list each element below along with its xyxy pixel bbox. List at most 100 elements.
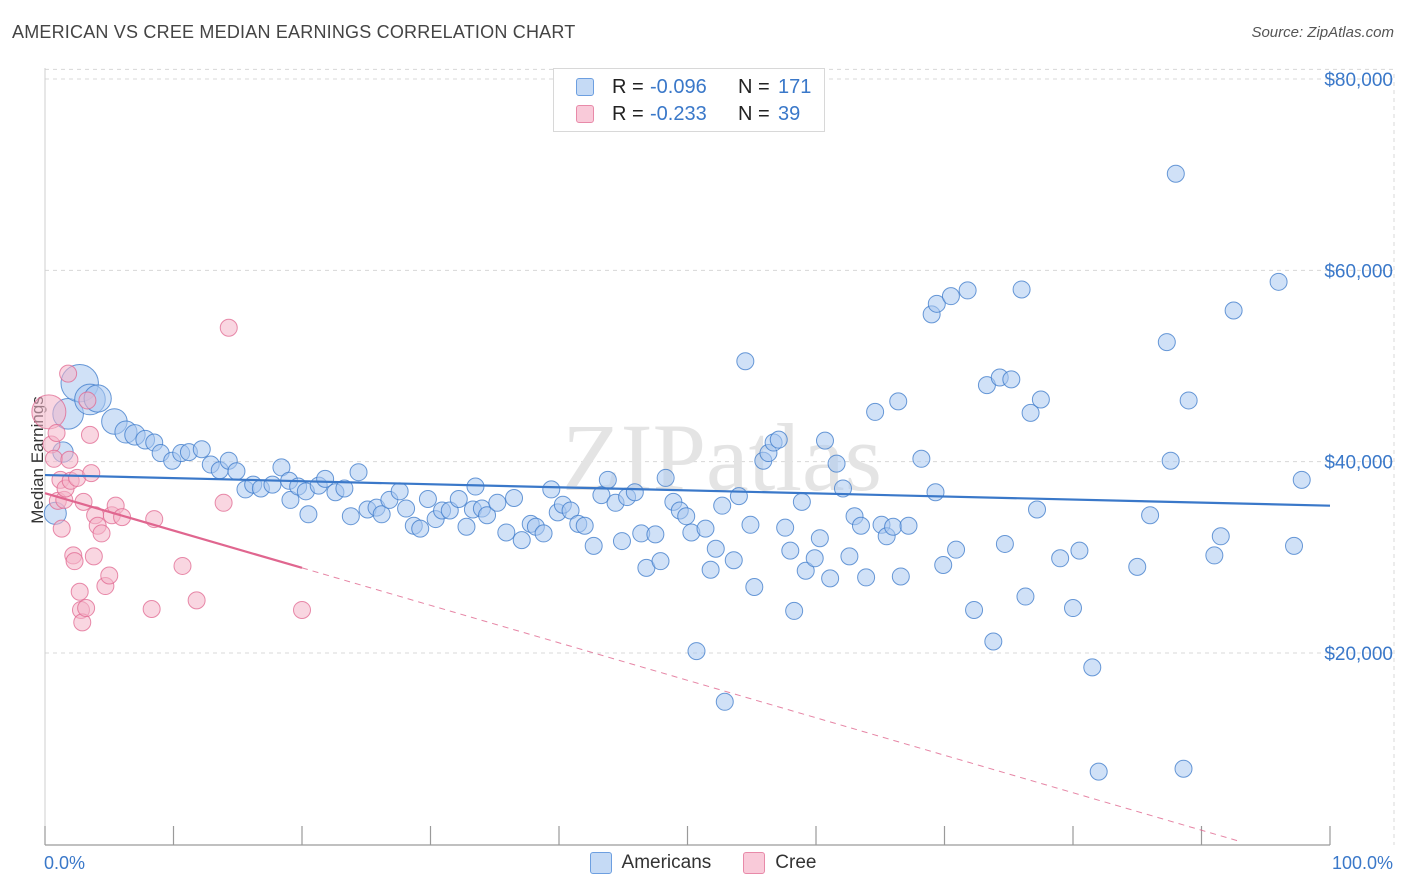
- n-value: 171: [778, 75, 812, 98]
- cree-point: [293, 600, 311, 619]
- cree-point: [78, 391, 97, 410]
- americans-point: [912, 449, 931, 468]
- americans-point: [934, 555, 953, 574]
- cree-point: [219, 318, 238, 337]
- cree-point: [77, 599, 96, 618]
- americans-points: [43, 164, 1311, 781]
- americans-point: [827, 454, 846, 473]
- cree-point: [44, 449, 63, 468]
- americans-point: [792, 492, 811, 511]
- y-tick-labels: $20,000 $40,000 $60,000 $80,000: [1324, 70, 1393, 665]
- x-tick-labels: 0.0% 100.0%: [44, 853, 1393, 873]
- x-tick-label: 0.0%: [44, 853, 85, 873]
- americans-point: [840, 547, 859, 566]
- americans-point: [958, 281, 977, 300]
- x-tick-label: 100.0%: [1332, 853, 1393, 873]
- americans-point: [1051, 549, 1070, 568]
- americans-point: [592, 486, 611, 505]
- axes: [44, 68, 1331, 846]
- americans-point: [745, 577, 764, 596]
- cree-point: [142, 599, 161, 618]
- americans-point: [927, 294, 946, 313]
- americans-point: [941, 287, 960, 306]
- legend-label: Americans: [621, 852, 712, 873]
- r-label: R =: [612, 102, 644, 125]
- legend-row-americans: R = -0.096 N = 171: [576, 74, 811, 100]
- blue-swatch-icon: [589, 852, 612, 874]
- americans-point: [926, 483, 945, 502]
- americans-point: [687, 642, 706, 661]
- cree-point: [80, 425, 99, 444]
- americans-point: [706, 539, 725, 558]
- series-legend: Americans Cree: [0, 852, 1406, 874]
- americans-point: [478, 506, 497, 525]
- cree-point: [60, 450, 79, 469]
- americans-point: [715, 692, 734, 711]
- americans-point: [965, 600, 984, 619]
- americans-point: [1021, 403, 1040, 422]
- legend-item-cree[interactable]: Cree: [743, 852, 816, 874]
- pink-swatch-icon: [576, 105, 594, 123]
- americans-point: [542, 480, 561, 499]
- americans-point: [1031, 390, 1050, 409]
- cree-trend-extension: [301, 567, 1241, 842]
- y-tick-label: $40,000: [1324, 453, 1393, 474]
- cree-points: [31, 318, 311, 632]
- cree-point: [65, 552, 84, 571]
- americans-point: [1089, 762, 1108, 781]
- americans-point: [857, 568, 876, 587]
- americans-point: [884, 517, 903, 536]
- americans-point: [736, 352, 755, 371]
- trend-lines: [44, 473, 1331, 842]
- americans-point: [984, 632, 1003, 651]
- cree-point: [52, 519, 71, 538]
- americans-point: [995, 534, 1014, 553]
- americans-point: [785, 601, 804, 620]
- r-value: -0.096: [650, 75, 707, 98]
- americans-point: [891, 567, 910, 586]
- americans-point: [1161, 451, 1180, 470]
- americans-point: [805, 549, 824, 568]
- legend-label: Cree: [775, 852, 817, 873]
- americans-point: [677, 507, 696, 526]
- cree-point: [173, 556, 192, 575]
- cree-point: [47, 423, 66, 442]
- source-credit: Source: ZipAtlas.com: [1251, 24, 1394, 41]
- americans-point: [1205, 546, 1224, 565]
- americans-point: [505, 489, 524, 508]
- legend-item-americans[interactable]: Americans: [589, 852, 712, 874]
- americans-point: [713, 496, 732, 515]
- y-tick-label: $60,000: [1324, 261, 1393, 282]
- americans-point: [612, 532, 631, 551]
- americans-point: [372, 505, 391, 524]
- americans-point: [1166, 164, 1185, 183]
- americans-point: [821, 569, 840, 588]
- americans-point: [796, 561, 815, 580]
- r-value: -0.233: [650, 102, 707, 125]
- americans-point: [776, 518, 795, 537]
- cree-trend-line: [44, 492, 303, 569]
- americans-point: [1141, 506, 1160, 525]
- americans-point: [1002, 370, 1021, 389]
- americans-point: [851, 516, 870, 535]
- americans-point: [810, 529, 829, 548]
- americans-point: [1157, 333, 1176, 352]
- americans-point: [696, 519, 715, 538]
- cree-point: [70, 582, 89, 601]
- americans-point: [1016, 587, 1035, 606]
- chart-title: AMERICAN VS CREE MEDIAN EARNINGS CORRELA…: [12, 22, 576, 42]
- americans-point: [192, 440, 211, 459]
- americans-point: [741, 515, 760, 534]
- americans-point: [1179, 391, 1198, 410]
- n-value: 39: [778, 102, 801, 125]
- americans-point: [457, 517, 476, 536]
- americans-point: [651, 552, 670, 571]
- americans-point: [299, 505, 318, 524]
- americans-point: [1211, 527, 1230, 546]
- americans-point: [584, 536, 603, 555]
- y-tick-label: $20,000: [1324, 644, 1393, 665]
- americans-point: [729, 487, 748, 506]
- pink-swatch-icon: [743, 852, 766, 874]
- americans-point: [769, 430, 788, 449]
